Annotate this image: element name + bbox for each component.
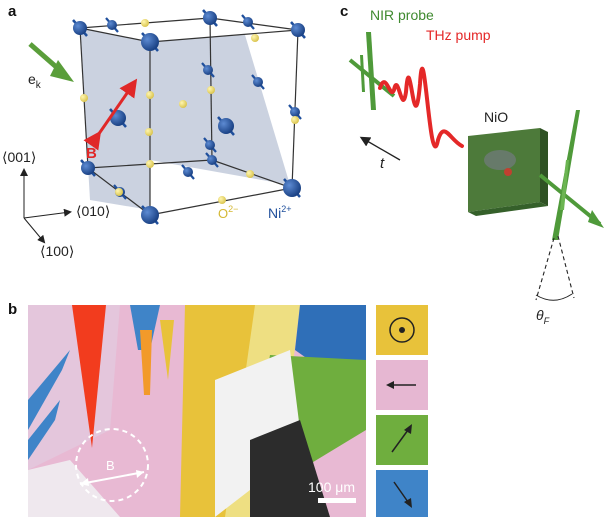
b-field-circle (75, 428, 149, 502)
panel-c-label: c (340, 3, 348, 20)
ni-atom (141, 205, 159, 225)
ni-atom (203, 137, 217, 153)
ni-atom (205, 152, 219, 168)
nir-probe-label: NIR probe (370, 7, 434, 23)
nickel-ion-label: Ni2+ (268, 204, 292, 221)
oxygen-atom (218, 196, 226, 204)
oxygen-atom (179, 100, 187, 108)
nio-label: NiO (484, 109, 508, 125)
oxygen-atom (291, 116, 299, 124)
panel-c: c NIR probe THz pump NiO t (340, 3, 604, 326)
arrow-down-right-icon (393, 481, 412, 508)
oxygen-atom (251, 34, 259, 42)
lattice-plane-2 (150, 35, 290, 185)
ni-atom (241, 14, 255, 30)
transmitted-probe (538, 110, 604, 240)
faraday-angle-lines (535, 235, 575, 301)
oxygen-ion-label: O2− (218, 204, 238, 221)
b-field-double-arrow (79, 471, 145, 485)
panel-b: b B 100 μm (8, 301, 428, 517)
oxygen-atom (141, 19, 149, 27)
faraday-angle-arc (535, 293, 573, 301)
faraday-angle-label: θF (536, 307, 550, 326)
ni-atoms (72, 9, 306, 225)
domain-micrograph (28, 305, 366, 517)
oxygen-atom (145, 128, 153, 136)
ni-atom (290, 21, 306, 39)
ek-arrow (28, 42, 74, 82)
nio-crystal (468, 128, 548, 216)
arrow-left-icon (386, 381, 416, 389)
ni-atom (288, 104, 302, 120)
oxygen-atom (115, 188, 123, 196)
ni-atom (251, 74, 265, 90)
scale-bar-label: 100 μm (308, 479, 355, 495)
arrow-up-right-icon (391, 424, 412, 453)
legend-tile-green (376, 415, 428, 465)
axis-100-label: ⟨100⟩ (40, 243, 74, 259)
ni-atom (201, 62, 215, 78)
ek-label: ek (28, 71, 42, 91)
oxygen-atom (146, 91, 154, 99)
time-label: t (380, 155, 385, 172)
panel-a: a (2, 3, 306, 259)
b-field-label: B (86, 145, 97, 162)
out-of-plane-dot-icon (389, 317, 415, 343)
ni-atom (105, 17, 119, 33)
ni-atom (72, 19, 88, 37)
ni-atom (283, 178, 301, 198)
ni-atom (80, 159, 96, 177)
panel-b-label: b (8, 301, 17, 318)
oxygen-atom (246, 170, 254, 178)
axis-001-label: ⟨001⟩ (2, 149, 36, 165)
thz-pump-label: THz pump (426, 27, 491, 43)
ni-atom (217, 116, 235, 136)
oxygen-atom (80, 94, 88, 102)
ni-atom (141, 32, 159, 52)
b-field-arrow (83, 78, 138, 151)
nir-probe-pulse (348, 32, 396, 110)
panel-a-label: a (8, 3, 17, 20)
ni-atom (202, 9, 218, 27)
oxygen-atom (207, 86, 215, 94)
oxygen-atom (146, 160, 154, 168)
ni-atom (181, 164, 195, 180)
coordinate-axes (20, 168, 72, 244)
scale-bar (318, 498, 356, 503)
time-arrow (359, 136, 401, 161)
micrograph-b-label: B (106, 458, 115, 473)
thz-pump-pulse (378, 66, 464, 149)
axis-010-label: ⟨010⟩ (76, 203, 110, 219)
domain-legend (376, 305, 428, 517)
